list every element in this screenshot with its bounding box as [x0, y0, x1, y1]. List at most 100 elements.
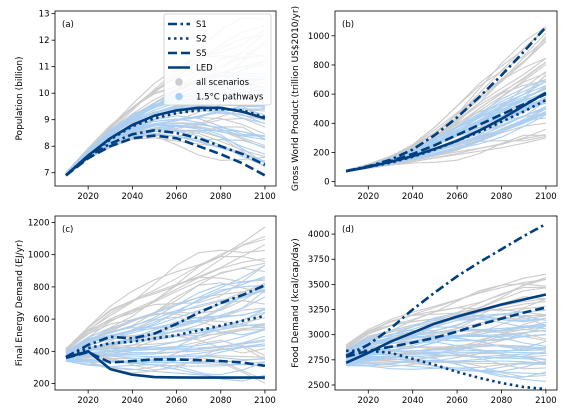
plot-frame [334, 10, 558, 187]
x-tick-label: 2060 [446, 192, 468, 202]
series-line-led [65, 349, 265, 379]
panel-tag: (b) [342, 20, 354, 30]
pathway-1p5-trace [65, 328, 266, 357]
legend-label: LED [196, 64, 213, 74]
panel-tag: (d) [342, 225, 354, 235]
x-tick-label: 2020 [357, 192, 379, 202]
y-tick-label: 600 [313, 90, 329, 100]
y-tick-label: 200 [313, 148, 329, 158]
pathway-1p5-trace [345, 78, 547, 172]
x-tick-label: 2080 [491, 192, 513, 202]
y-tick-label: 4000 [308, 230, 330, 240]
y-tick-label: 7 [44, 169, 49, 179]
series-line-s5 [345, 306, 547, 359]
x-tick-label: 2060 [446, 396, 468, 406]
x-tick-label: 2040 [122, 396, 144, 406]
x-tick-label: 2040 [122, 192, 144, 202]
plot-area [345, 26, 547, 173]
legend-box [163, 13, 272, 106]
all-scenario-trace [65, 282, 266, 355]
legend-label: all scenarios [196, 78, 250, 88]
y-tick-label: 13 [39, 10, 50, 20]
legend-marker [175, 92, 183, 101]
y-tick-label: 800 [33, 283, 49, 293]
panel-b: 2020 2040 2060 2080 2100 0 200 400 600 800 1000 Gro… [291, 6, 558, 202]
y-tick-label: 1000 [308, 32, 330, 42]
pathway-1p5-trace [345, 334, 546, 357]
legend-label: S2 [196, 35, 207, 45]
y-tick-label: 11 [39, 63, 50, 73]
pathway-1p5-trace [65, 277, 265, 352]
pathway-1p5-trace [65, 296, 266, 356]
y-tick-label: 3750 [308, 255, 330, 265]
pathway-1p5-trace [345, 337, 546, 359]
x-tick-label: 2020 [77, 192, 99, 202]
x-tick-label: 2040 [402, 192, 424, 202]
all-scenario-trace [345, 283, 546, 346]
y-tick-label: 9 [44, 116, 49, 126]
series-line-s2 [65, 314, 266, 359]
legend-label: S1 [196, 20, 207, 30]
pathway-1p5-trace [345, 325, 546, 355]
series-line-led [345, 293, 547, 364]
y-tick-label: 2500 [308, 381, 330, 391]
x-tick-label: 2080 [210, 192, 232, 202]
series-line-s1 [65, 284, 266, 359]
all-scenario-trace [345, 273, 546, 346]
plot-area [345, 222, 547, 390]
panel-c: 2020 2040 2060 2080 2100 200 400 600 800 1000 1200… [15, 215, 277, 406]
pathway-1p5-trace [65, 323, 265, 357]
all-scenario-trace [345, 287, 546, 349]
y-tick-label: 400 [33, 347, 49, 357]
y-tick-label: 800 [313, 61, 329, 71]
series-line-s2 [346, 349, 547, 390]
pathway-1p5-trace [65, 335, 266, 359]
plot-frame [54, 10, 277, 187]
pathway-1p5-trace [345, 329, 546, 356]
pathway-1p5-trace [65, 264, 266, 353]
legend: S1 S2 S5 LED all scenarios 1.5°C pathways [163, 13, 272, 106]
y-tick-label: 0 [324, 178, 329, 188]
series-line-led [345, 91, 547, 173]
all-scenario-trace [65, 262, 266, 352]
legend-item: 1.5°C pathways [175, 93, 264, 103]
legend-item: S5 [168, 49, 207, 59]
y-tick-label: 1200 [28, 218, 50, 228]
legend-item: all scenarios [175, 78, 250, 88]
series-line-s1 [345, 222, 547, 357]
legend-item: S2 [168, 35, 207, 45]
x-tick-label: 2080 [210, 396, 232, 406]
all-scenario-trace [65, 356, 266, 381]
panel-tag: (a) [62, 20, 74, 30]
pathway-1p5-trace [65, 360, 266, 376]
y-tick-label: 1000 [28, 251, 50, 261]
legend-marker [175, 78, 183, 86]
series-line-led [65, 106, 266, 177]
y-tick-label: 3000 [308, 331, 330, 341]
legend-label: 1.5°C pathways [196, 93, 264, 103]
y-tick-label: 2750 [308, 356, 330, 366]
plot-frame [334, 215, 558, 391]
pathway-1p5-trace [345, 351, 546, 361]
panel-tag: (c) [62, 225, 73, 235]
pathway-1p5-trace [345, 334, 546, 357]
all-scenario-trace [65, 339, 266, 364]
all-scenario-trace [345, 28, 547, 171]
plot-frame [54, 215, 277, 391]
y-tick-label: 400 [313, 119, 329, 129]
pathway-1p5-trace [346, 359, 547, 378]
x-tick-label: 2100 [535, 396, 557, 406]
y-tick-label: 8 [44, 142, 49, 152]
x-tick-label: 2020 [77, 396, 99, 406]
pathway-1p5-trace [65, 343, 265, 359]
legend-item: S1 [168, 20, 207, 30]
y-tick-label: 3250 [308, 306, 330, 316]
legend-item: LED [168, 64, 213, 74]
all-scenario-trace [346, 346, 546, 362]
x-tick-label: 2060 [166, 396, 188, 406]
y-axis-label: Final Energy Demand (EJ/yr) [15, 240, 25, 366]
x-tick-label: 2100 [254, 396, 276, 406]
x-tick-label: 2020 [357, 396, 379, 406]
